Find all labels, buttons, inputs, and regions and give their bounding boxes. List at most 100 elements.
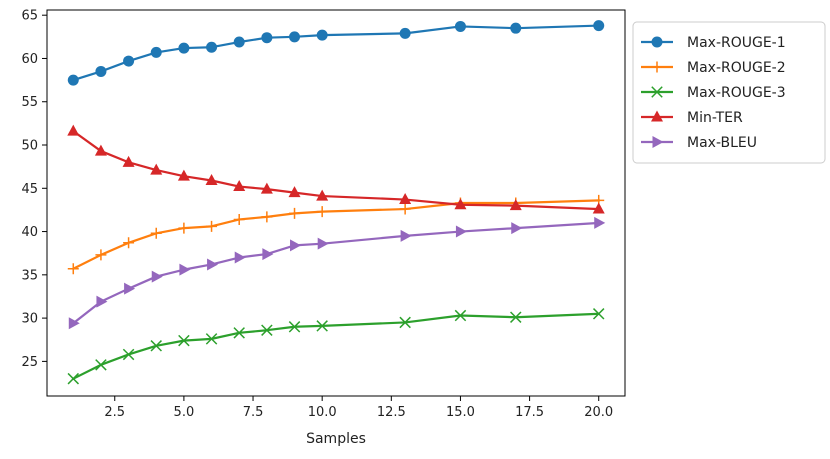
- series-line-3: [71, 129, 600, 211]
- data-point-4-8: [290, 239, 302, 252]
- data-point-3-0: [67, 124, 80, 136]
- data-point-2-6: [233, 327, 245, 339]
- data-point-4-7: [262, 248, 274, 261]
- data-point-3-11: [454, 198, 467, 210]
- legend-marker-2: [651, 86, 663, 98]
- data-point-0-6: [233, 36, 245, 48]
- data-point-3-7: [260, 182, 273, 194]
- data-point-0-9: [316, 29, 328, 41]
- data-point-0-4: [178, 42, 190, 54]
- x-tick-label: 5.0: [174, 405, 195, 420]
- data-point-4-2: [124, 282, 136, 295]
- data-point-4-5: [207, 258, 219, 271]
- data-point-2-11: [454, 309, 467, 322]
- legend-marker-1: [651, 61, 663, 73]
- data-point-0-7: [261, 32, 273, 44]
- data-point-4-13: [594, 216, 606, 229]
- x-tick-label: 17.5: [515, 405, 544, 420]
- data-point-2-5: [205, 333, 218, 345]
- data-point-2-3: [150, 340, 162, 352]
- y-tick-label: 45: [21, 182, 38, 197]
- data-point-4-9: [317, 237, 329, 250]
- y-tick-label: 50: [21, 139, 38, 154]
- data-point-1-6: [233, 213, 245, 225]
- data-point-3-5: [205, 173, 218, 185]
- data-point-4-11: [455, 225, 467, 238]
- data-point-3-3: [150, 163, 163, 175]
- data-point-0-8: [289, 31, 301, 43]
- x-tick-label: 15.0: [446, 405, 475, 420]
- data-point-3-12: [509, 199, 522, 211]
- legend-label-3: Min-TER: [687, 110, 743, 126]
- series-line-1: [71, 199, 600, 271]
- axes-frame: [46, 9, 626, 397]
- data-point-0-3: [150, 46, 162, 58]
- legend-marker-0: [651, 36, 663, 48]
- data-point-2-13: [592, 308, 605, 320]
- y-tick-label: 35: [21, 268, 38, 283]
- data-point-2-4: [178, 334, 190, 347]
- data-point-3-4: [177, 169, 190, 181]
- data-point-1-4: [178, 222, 190, 234]
- x-tick-label: 12.5: [377, 405, 406, 420]
- data-point-0-11: [454, 20, 466, 32]
- x-tick-label: 10.0: [308, 405, 337, 420]
- data-point-3-9: [316, 189, 329, 201]
- data-point-0-5: [206, 41, 218, 53]
- series-line-4: [71, 221, 600, 325]
- y-tick-label: 65: [21, 9, 38, 24]
- data-point-1-10: [399, 203, 411, 215]
- series-line-2: [71, 312, 600, 381]
- data-point-1-2: [123, 237, 135, 249]
- data-point-2-8: [288, 321, 301, 333]
- legend: Max-ROUGE-1 Max-ROUGE-2 Max-ROUGE-3 Min-TER…: [632, 21, 826, 164]
- data-point-1-7: [261, 211, 273, 223]
- data-point-4-6: [234, 251, 246, 264]
- data-point-2-9: [316, 320, 328, 332]
- data-point-4-4: [179, 263, 191, 276]
- data-point-3-6: [233, 180, 246, 192]
- legend-marker-4: [652, 136, 664, 148]
- data-point-4-0: [68, 317, 80, 330]
- legend-label-0: Max-ROUGE-1: [687, 35, 786, 51]
- data-point-4-12: [511, 222, 523, 235]
- data-point-2-0: [67, 372, 80, 385]
- data-point-3-13: [592, 202, 605, 214]
- data-point-3-2: [122, 155, 135, 167]
- data-point-0-1: [95, 65, 107, 77]
- y-tick-label: 40: [21, 225, 38, 240]
- y-tick-label: 30: [21, 312, 38, 327]
- legend-label-1: Max-ROUGE-2: [687, 60, 786, 76]
- y-tick-label: 25: [21, 355, 38, 370]
- data-point-2-7: [261, 324, 273, 336]
- x-tick-label: 7.5: [243, 405, 264, 420]
- legend-label-2: Max-ROUGE-3: [687, 85, 786, 101]
- data-point-2-1: [95, 359, 107, 371]
- legend-marker-3: [651, 110, 663, 122]
- data-point-1-5: [206, 220, 218, 232]
- data-point-1-9: [316, 206, 328, 218]
- data-point-1-3: [150, 227, 162, 239]
- x-axis-label: Samples: [306, 431, 366, 447]
- data-point-1-1: [95, 249, 107, 261]
- data-point-4-3: [151, 270, 163, 283]
- x-tick-label: 20.0: [584, 405, 613, 420]
- data-point-1-0: [67, 263, 79, 275]
- axes: 2.5 5.0 7.5 10.0 12.5 15.0 17.5 20.0 25 30 35 40 45 5…: [21, 9, 626, 420]
- data-point-2-2: [122, 348, 135, 361]
- data-point-0-12: [510, 22, 522, 34]
- data-point-3-10: [399, 193, 412, 205]
- y-tick-label: 55: [21, 95, 38, 110]
- data-point-2-12: [510, 311, 522, 323]
- data-point-0-2: [123, 55, 135, 67]
- data-point-3-1: [94, 144, 107, 156]
- data-point-0-10: [399, 27, 411, 39]
- data-point-0-0: [67, 74, 79, 86]
- data-point-4-1: [96, 295, 108, 308]
- legend-label-4: Max-BLEU: [687, 135, 757, 151]
- legend-box: [632, 21, 826, 164]
- data-point-1-8: [289, 207, 301, 219]
- x-tick-label: 2.5: [104, 405, 125, 420]
- plot-area: [67, 20, 606, 385]
